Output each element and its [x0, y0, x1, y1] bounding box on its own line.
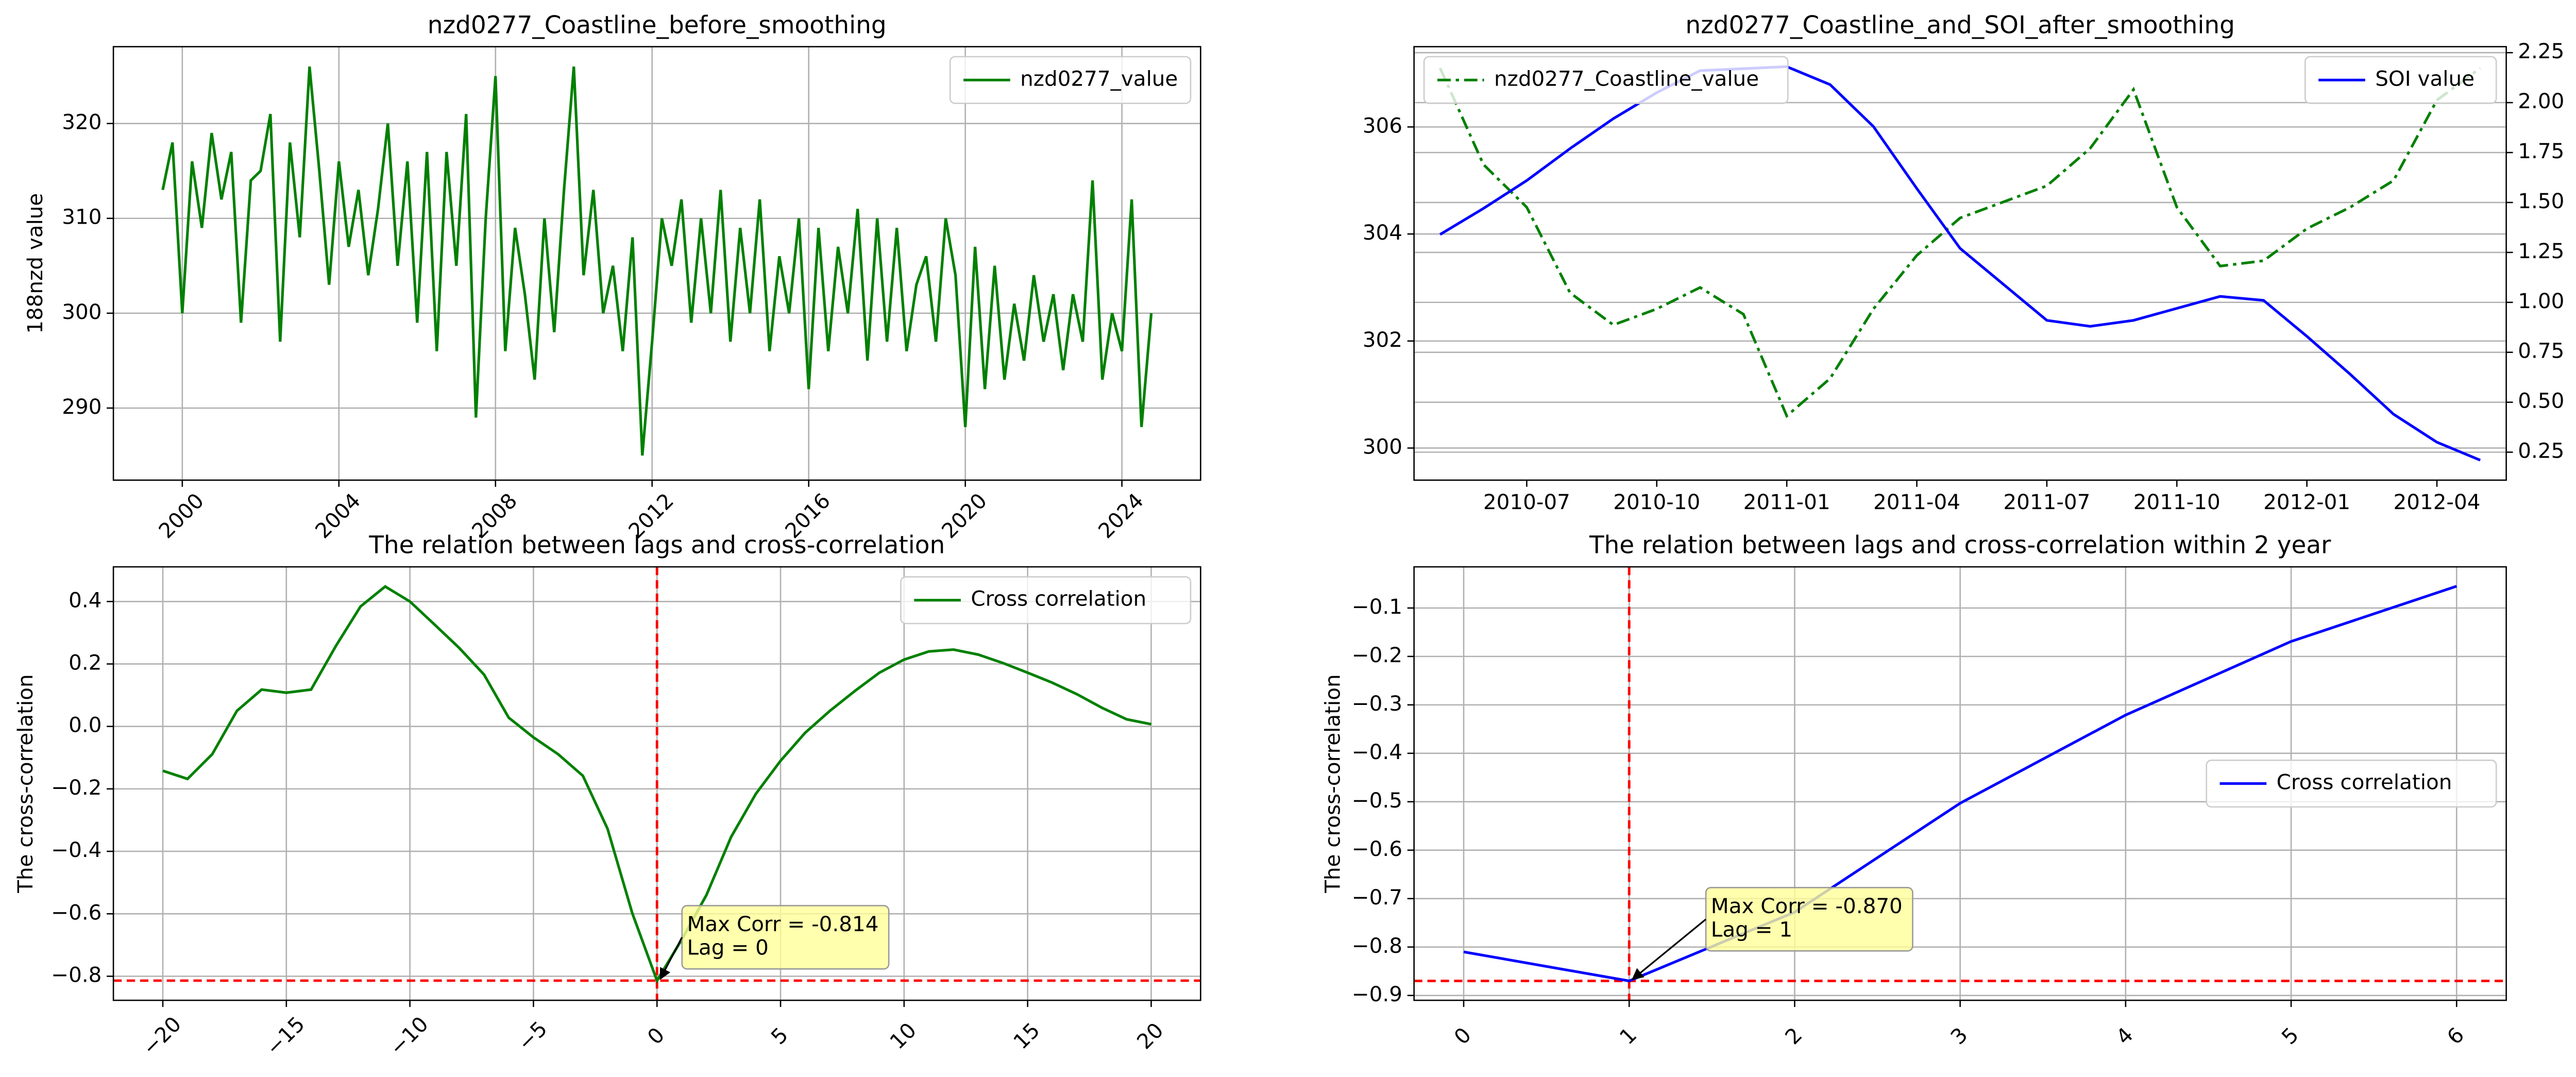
panel: 300 302 304 306 0.25 0.50 0.75 1.00 1.25 1.50 1.75… [1363, 11, 2576, 514]
data-line [161, 66, 1153, 456]
y-tick-label: −0.5 [1352, 788, 1402, 813]
x-tick-label: 2011-07 [2003, 490, 2090, 514]
annotation-text: Max Corr = -0.814 [687, 912, 878, 936]
y-tick-label: −0.2 [1352, 643, 1402, 667]
y-tick-label: 310 [62, 205, 101, 229]
y2-tick-label: 1.50 [2518, 189, 2564, 213]
y-tick-label: 0.4 [69, 587, 101, 612]
chart-title: The relation between lags and cross-corr… [1589, 531, 2331, 560]
y-tick-label: −0.9 [1352, 982, 1402, 1006]
legend-label: Cross correlation [971, 586, 1146, 611]
data-line [162, 585, 1151, 984]
x-tick-label: 2010-10 [1613, 490, 1700, 514]
y-tick-label: −0.1 [1352, 594, 1402, 619]
y-tick-label: −0.4 [1352, 739, 1402, 764]
y-axis-label: 188nzd value [23, 193, 47, 334]
y-tick-label: −0.8 [51, 963, 101, 987]
chart-title: nzd0277_Coastline_and_SOI_after_smoothin… [1685, 11, 2235, 39]
annotation-text: Max Corr = -0.870 [1711, 894, 1903, 918]
x-tick-label: 2011-01 [1743, 490, 1831, 514]
chart-title: nzd0277_Coastline_before_smoothing [428, 11, 887, 39]
y-tick-label: 290 [62, 394, 101, 419]
legend-box [900, 576, 1192, 625]
x-tick-label: 2010-07 [1483, 490, 1570, 514]
x-tick-label: 2012-01 [2263, 490, 2350, 514]
y2-tick-label: 0.25 [2518, 439, 2564, 463]
y-tick-label: 300 [62, 299, 101, 324]
y2-tick-label: 1.75 [2518, 139, 2564, 163]
x-tick-label: 2011-10 [2133, 490, 2221, 514]
plot-frame [112, 46, 1201, 481]
y-tick-label: 320 [62, 110, 101, 134]
legend-label: Cross correlation [2277, 770, 2452, 795]
annotation-arrow [659, 937, 683, 980]
legend-box [1423, 56, 1789, 104]
y-tick-label: −0.6 [1352, 836, 1402, 861]
legend-box [949, 56, 1192, 104]
y-tick-label: −0.4 [51, 837, 101, 862]
legend-box [2206, 760, 2497, 808]
y-tick-label: 302 [1363, 327, 1402, 352]
y-tick-label: −0.3 [1352, 691, 1402, 716]
legend-label: nzd0277_Coastline_value [1494, 66, 1759, 91]
chart-title: The relation between lags and cross-corr… [368, 531, 945, 560]
plot-frame [1413, 46, 2507, 481]
annotation-arrow [1631, 918, 1707, 980]
y2-axis-label: SOI value [2572, 214, 2576, 313]
y2-tick-label: 0.50 [2518, 389, 2564, 413]
panel: −0.9−0.8−0.7−0.6−0.5−0.4−0.3−0.2−0.10 1 2 3… [1320, 531, 2507, 1049]
y-axis-label: The cross-correlation [13, 674, 38, 893]
y-tick-label: 304 [1363, 220, 1402, 245]
y-tick-label: 306 [1363, 113, 1402, 138]
y2-tick-label: 0.75 [2518, 339, 2564, 363]
y-tick-label: 0.0 [69, 713, 101, 737]
y-tick-label: −0.2 [51, 775, 101, 800]
y-tick-label: 300 [1363, 434, 1402, 459]
y-tick-label: −0.8 [1352, 933, 1402, 958]
legend-label: SOI value [2375, 66, 2475, 91]
y2-tick-label: 2.25 [2518, 39, 2564, 63]
data-line [1438, 67, 2481, 418]
y-tick-label: −0.6 [51, 900, 101, 924]
y-axis-label: The cross-correlation [1320, 674, 1345, 893]
x-tick-label: 2011-04 [1873, 490, 1960, 514]
plot-frame [112, 566, 1201, 1001]
y-tick-label: 0.2 [69, 650, 101, 675]
x-tick-label: 2012-04 [2394, 490, 2481, 514]
plot-frame [1413, 566, 2507, 1001]
annotation-text: Lag = 1 [1711, 917, 1792, 942]
data-line [1439, 65, 2481, 462]
data-line [1463, 585, 2458, 983]
annotation-text: Lag = 0 [687, 935, 768, 960]
y2-tick-label: 1.00 [2518, 289, 2564, 313]
y-tick-label: −0.7 [1352, 885, 1402, 910]
legend-label: nzd0277_value [1020, 66, 1178, 91]
legend-box [2304, 56, 2497, 104]
y2-tick-label: 1.25 [2518, 239, 2564, 263]
y2-tick-label: 2.00 [2518, 89, 2564, 113]
